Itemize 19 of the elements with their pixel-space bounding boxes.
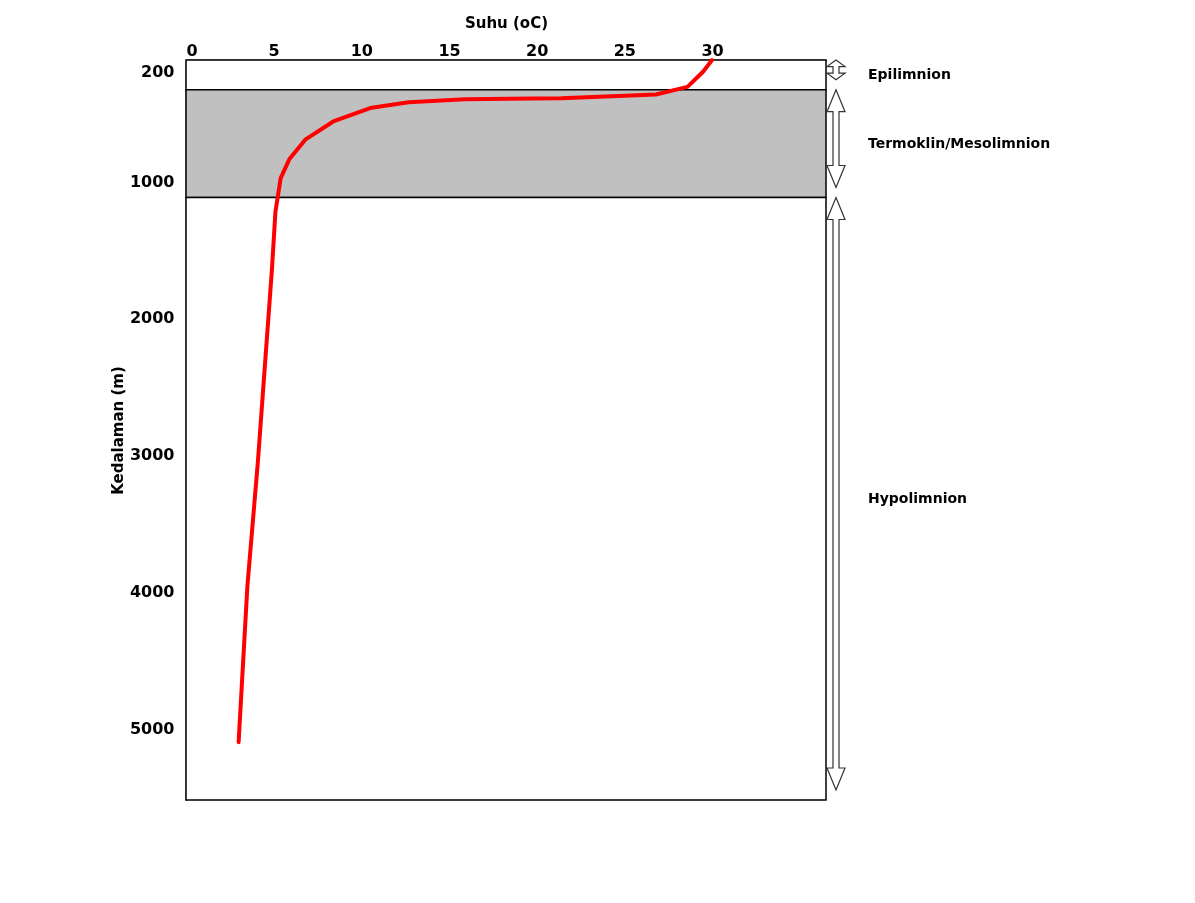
x-tick-label: 25 <box>613 40 636 60</box>
y-tick-label: 3000 <box>129 445 175 465</box>
x-tick-label: 0 <box>186 40 198 60</box>
y-tick-label: 4000 <box>129 582 175 602</box>
x-tick-label: 10 <box>350 40 373 60</box>
y-tick-label: 5000 <box>129 719 175 739</box>
x-tick-label: 5 <box>268 40 280 60</box>
band-label: Epilimnion <box>868 65 951 82</box>
x-tick-label: 20 <box>526 40 549 60</box>
band-label: Termoklin/Mesolimnion <box>868 134 1051 151</box>
y-tick-label: 200 <box>141 62 175 81</box>
x-tick-label: 30 <box>701 40 724 60</box>
x-axis-title: Suhu (oC) <box>464 13 549 32</box>
y-tick-label: 2000 <box>129 308 175 328</box>
y-axis-title: Kedalaman (m) <box>108 366 127 495</box>
band-label: Hypolimnion <box>868 489 968 506</box>
line-series <box>236 58 715 745</box>
y-tick-label: 1000 <box>129 171 175 191</box>
x-tick-label: 15 <box>438 40 461 60</box>
